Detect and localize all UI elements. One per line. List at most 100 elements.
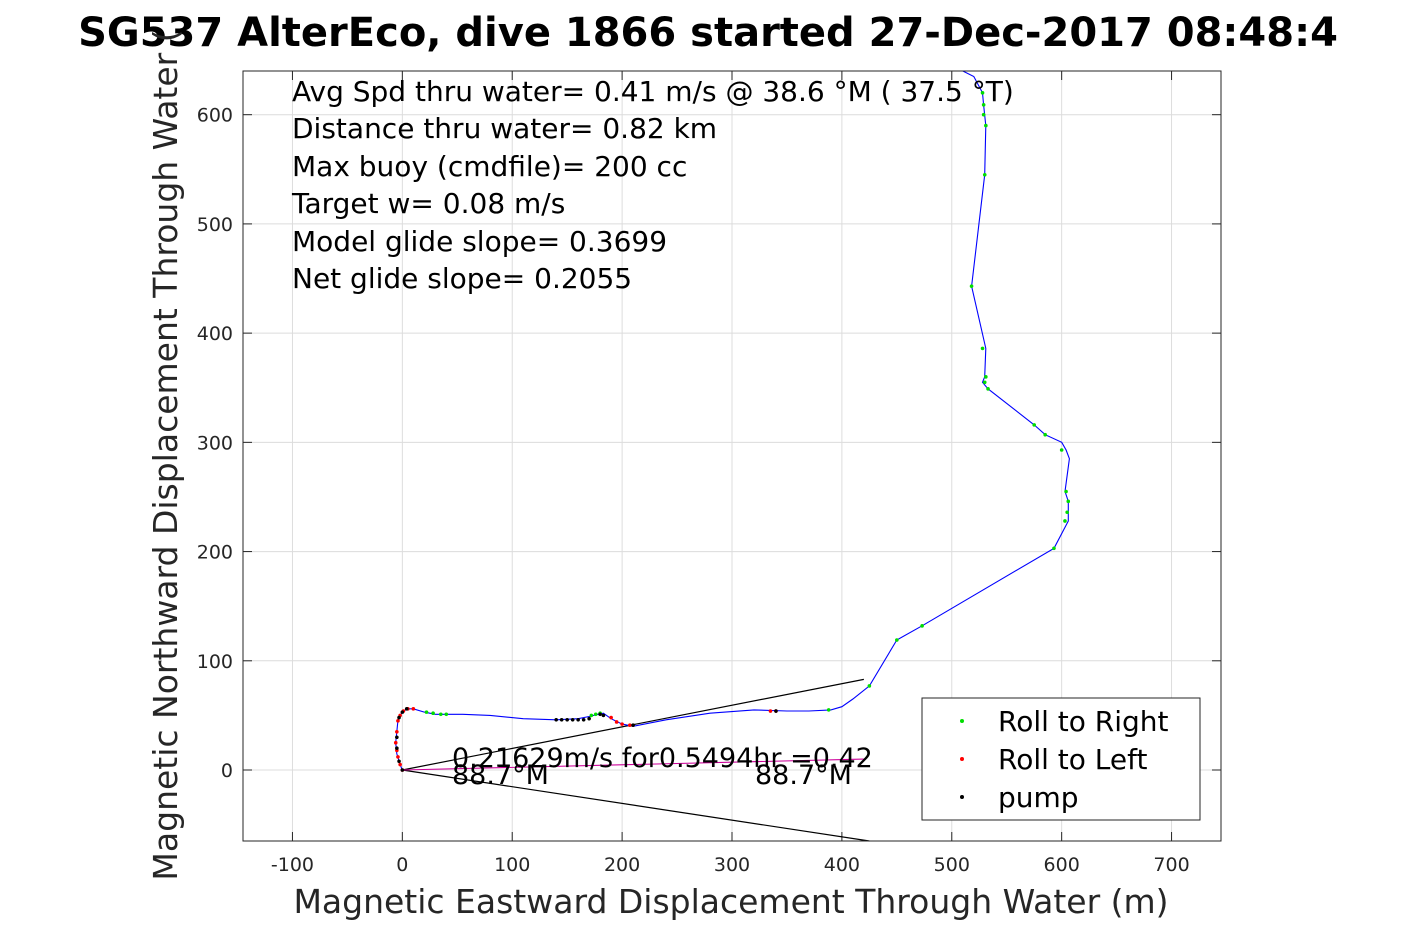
roll-right-point (1032, 423, 1036, 427)
pump-point (554, 717, 558, 722)
pump-point (397, 759, 401, 764)
roll-right-point (1059, 448, 1064, 452)
roll-right-point (867, 684, 872, 688)
roll-right-point (969, 284, 974, 288)
x-tick-label: 100 (494, 854, 530, 876)
legend: Roll to Right Roll to Left pump (921, 697, 1201, 821)
pump-point (400, 710, 405, 714)
x-tick-label: 300 (714, 854, 750, 876)
legend-box (921, 697, 1201, 821)
info-line: Net glide slope= 0.2055 (292, 262, 632, 295)
plot-frame (242, 70, 1222, 842)
pump-point (565, 717, 569, 722)
info-line: Avg Spd thru water= 0.41 m/s @ 38.6 °M (… (292, 75, 1014, 108)
roll-right-point (981, 112, 986, 117)
roll-left-point (395, 729, 399, 734)
pump-point (587, 716, 591, 721)
info-text-block: Avg Spd thru water= 0.41 m/s @ 38.6 °M (… (291, 75, 1014, 295)
roll-right-point (1052, 546, 1056, 551)
info-line: Max buoy (cmdfile)= 200 cc (292, 150, 687, 183)
series-line (402, 758, 864, 771)
roll-right-point (1065, 510, 1069, 515)
roll-right-point (980, 346, 985, 351)
pump-point (395, 735, 399, 740)
pump-point (395, 746, 399, 750)
heading-annotation-left: 88.7°M (452, 760, 549, 791)
roll-left-point (411, 707, 416, 711)
roll-right-point (1043, 432, 1047, 437)
roll-right-point (986, 387, 990, 391)
roll-left-point (396, 755, 400, 759)
y-tick-label: 600 (197, 105, 233, 127)
info-line: Model glide slope= 0.3699 (292, 225, 667, 258)
x-tick-label: 700 (1153, 854, 1189, 876)
pump-point (598, 712, 602, 717)
roll-right-point (981, 103, 986, 107)
y-axis-label: Magnetic Northward Displacement Through … (146, 29, 185, 880)
roll-right-point (438, 712, 443, 717)
roll-right-point (431, 711, 435, 716)
roll-right-point (920, 624, 924, 628)
roll-right-point (1066, 499, 1071, 504)
roll-left-point (768, 709, 773, 713)
pump-point (631, 723, 635, 728)
roll-right-point (895, 638, 899, 642)
roll-right-point (1063, 519, 1067, 523)
roll-right-point (1064, 489, 1068, 494)
legend-label: Roll to Right (998, 705, 1169, 738)
pump-point (601, 713, 606, 718)
data-points (393, 91, 1071, 772)
x-tick-label: 400 (824, 854, 860, 876)
roll-right-point (982, 172, 987, 177)
reference-line (402, 769, 870, 842)
y-tick-label: 0 (221, 760, 233, 782)
roll-left-point (393, 740, 398, 745)
y-axis-ticks: 0 100 200 300 400 500 600 (197, 105, 1221, 782)
roll-right-point (593, 712, 598, 717)
roll-left-point (609, 715, 613, 720)
pump-point (774, 709, 778, 713)
pump-point (570, 717, 575, 722)
pump-point (559, 717, 564, 722)
x-axis-label: Magnetic Eastward Displacement Through W… (293, 882, 1168, 921)
pump-point (404, 707, 409, 711)
roll-left-point (628, 723, 632, 728)
y-tick-label: 100 (197, 651, 233, 673)
legend-marker-pump (960, 795, 964, 799)
roll-right-point (589, 713, 594, 718)
legend-marker-roll-left (960, 757, 964, 761)
heading-annotation-right: 88.7°M (755, 760, 852, 791)
info-line: Distance thru water= 0.82 km (292, 112, 717, 145)
pump-point (576, 717, 580, 722)
pump-point (400, 768, 405, 772)
roll-right-point (984, 123, 988, 128)
y-tick-label: 200 (197, 542, 233, 564)
chart-title: SG537 AlterEco, dive 1866 started 27-Dec… (78, 10, 1338, 56)
pump-point (581, 717, 586, 722)
y-tick-label: 400 (197, 323, 233, 345)
x-tick-label: 0 (396, 854, 408, 876)
roll-right-point (980, 91, 985, 95)
legend-label: pump (998, 781, 1079, 814)
x-tick-label: 200 (604, 854, 640, 876)
roll-right-point (982, 380, 987, 385)
x-tick-label: 600 (1044, 854, 1080, 876)
y-tick-label: 300 (197, 432, 233, 454)
y-tick-label: 500 (197, 214, 233, 236)
pump-point (397, 715, 401, 720)
x-axis-ticks: -100 0 100 200 300 400 500 600 700 (271, 71, 1190, 876)
roll-left-point (614, 720, 619, 724)
roll-right-point (444, 712, 449, 717)
roll-left-point (396, 719, 400, 723)
legend-marker-roll-right (960, 719, 964, 723)
roll-left-point (398, 762, 402, 767)
legend-label: Roll to Left (998, 743, 1147, 776)
roll-left-point (620, 722, 624, 726)
roll-right-point (424, 710, 429, 714)
roll-right-point (826, 708, 831, 712)
x-tick-label: -100 (271, 854, 314, 876)
current-annotation: 0.21629m/s for0.5494hr =0.42 (452, 743, 873, 774)
roll-right-point (984, 375, 988, 379)
x-tick-label: 500 (934, 854, 970, 876)
